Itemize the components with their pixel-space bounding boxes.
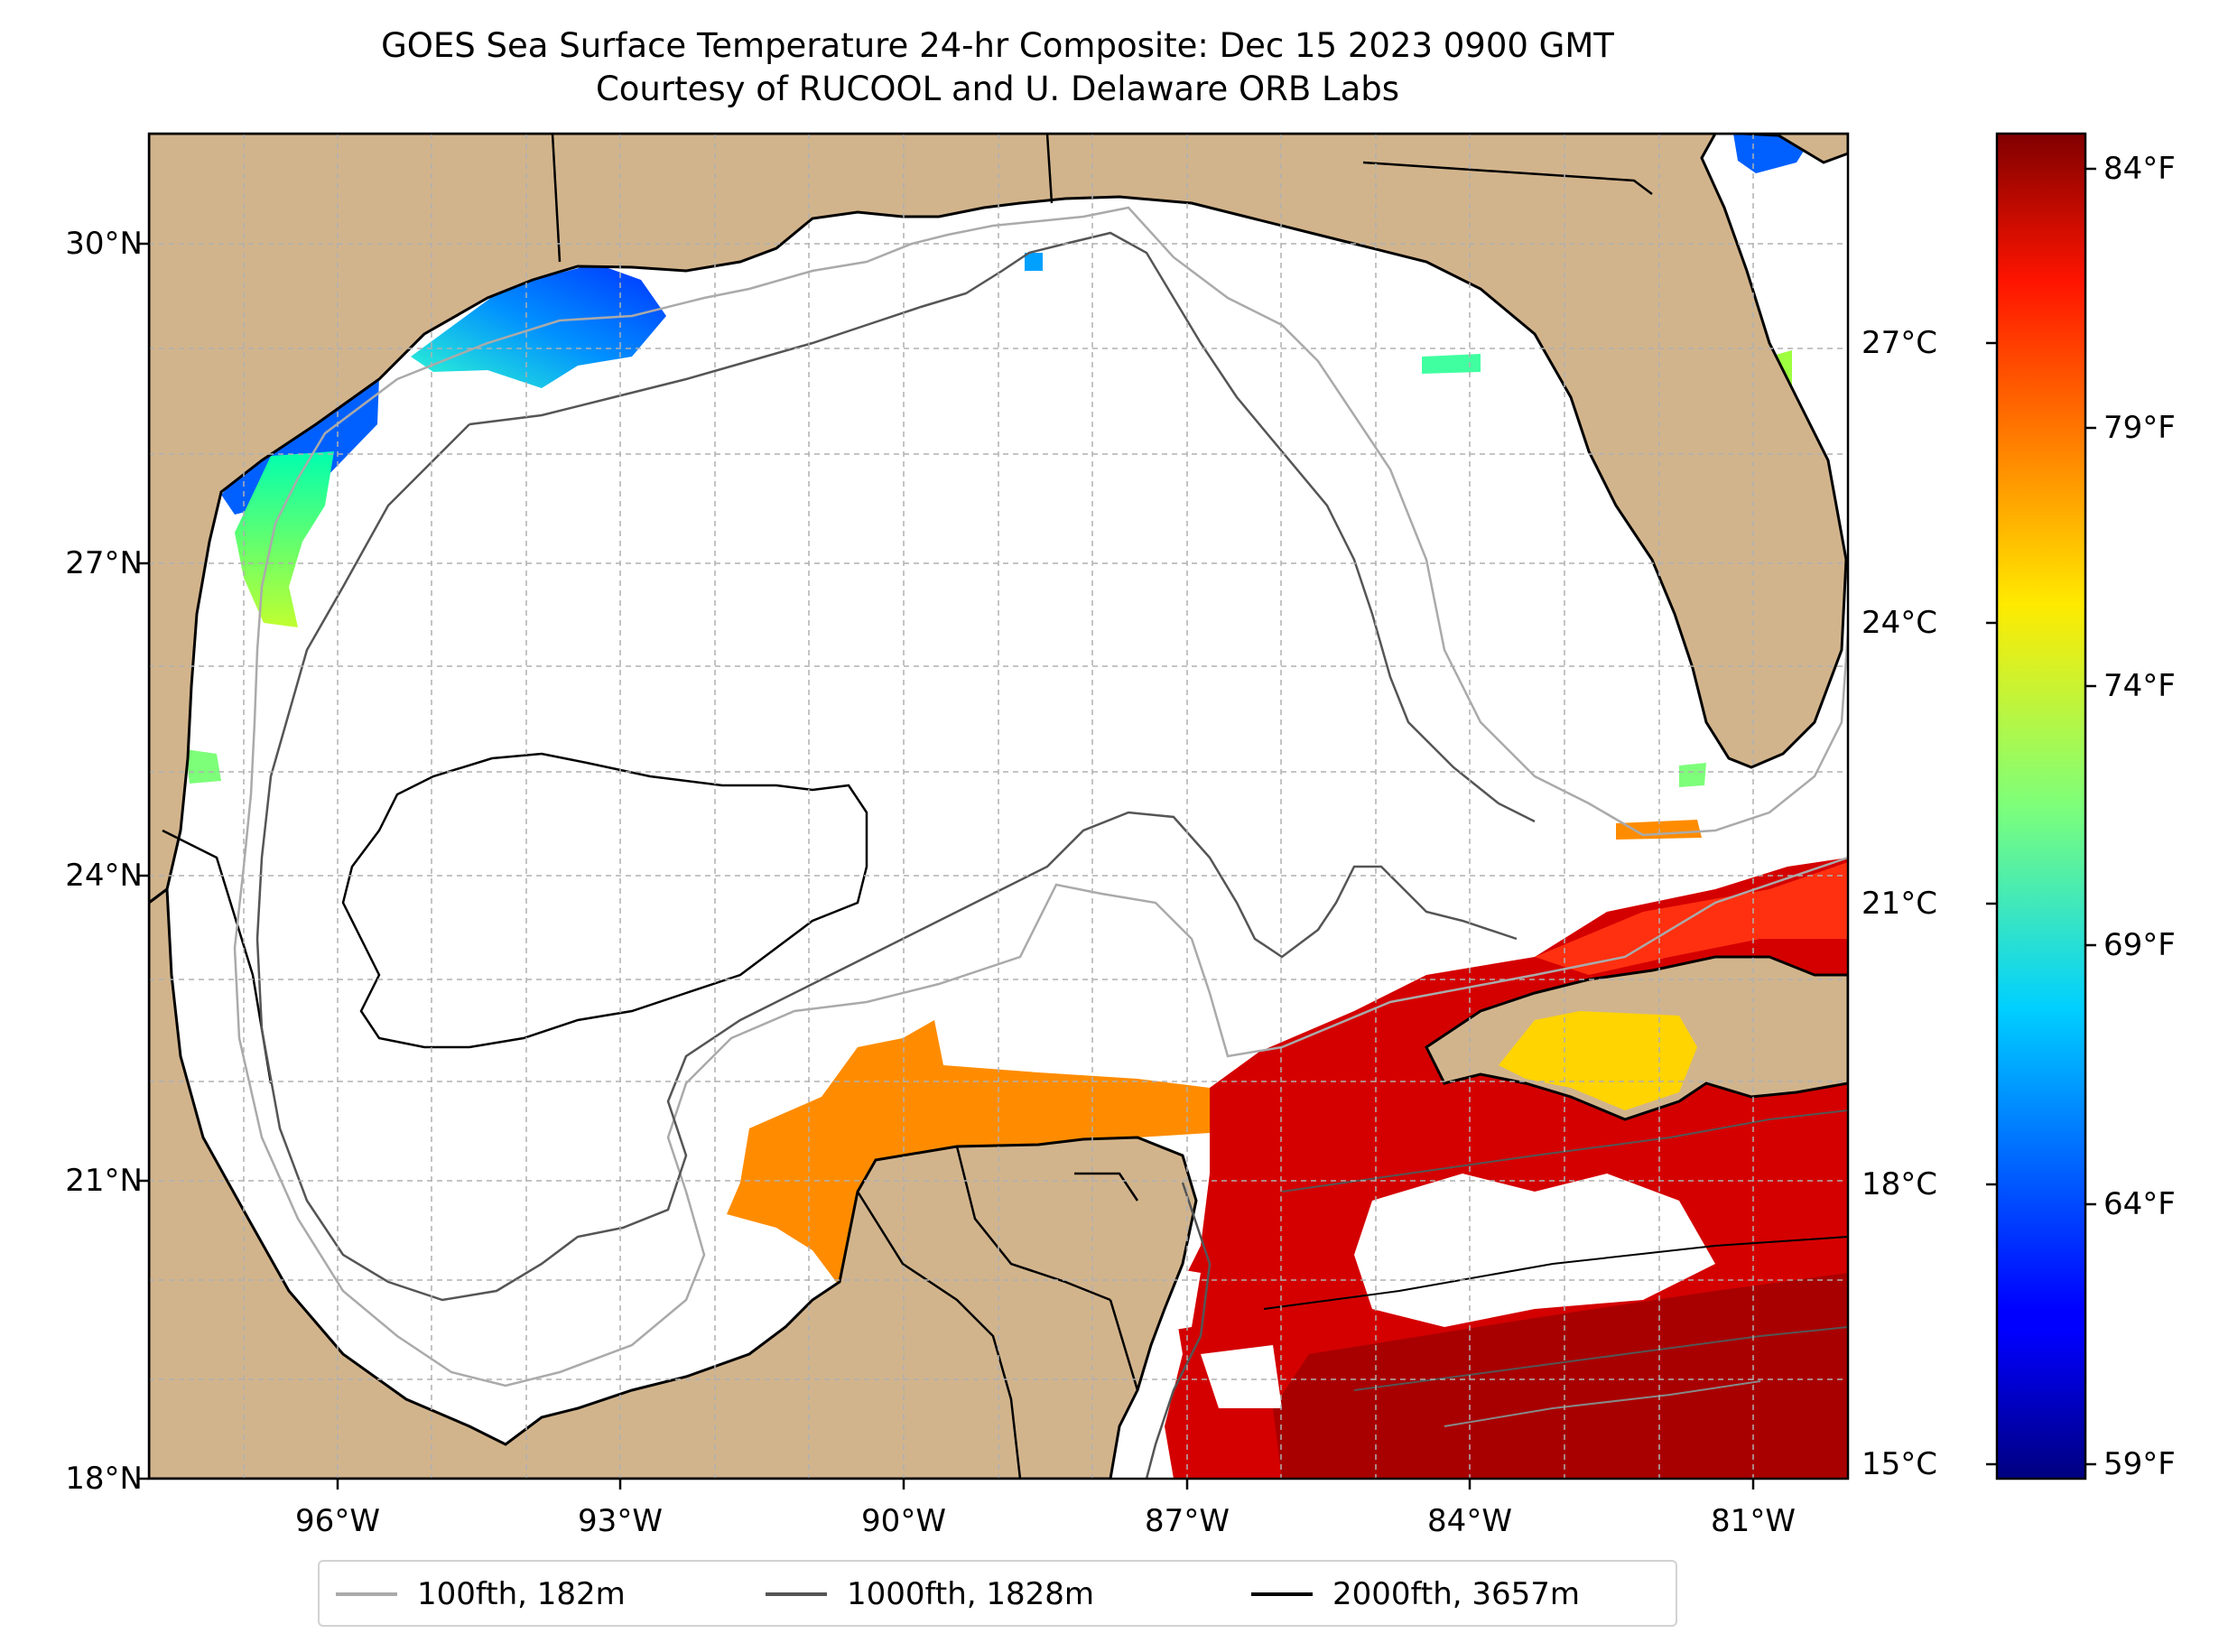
contour-1000fth	[255, 231, 1536, 1302]
cb-label-84f: 84°F	[2103, 151, 2176, 187]
lon-label-96w: 96°W	[295, 1503, 380, 1539]
cb-label-64f: 64°F	[2103, 1186, 2176, 1222]
bathymetry	[233, 206, 1848, 1479]
legend-item-1000fth: 1000fth, 1828m	[766, 1574, 1094, 1614]
legend-label-100fth: 100fth, 182m	[417, 1576, 626, 1612]
cb-label-74f: 74°F	[2103, 668, 2176, 704]
colorbar-ticks-fahrenheit	[2085, 167, 2096, 1466]
sst-caribbean-deep	[1273, 1273, 1848, 1479]
legend-label-2000fth: 2000fth, 3657m	[1332, 1576, 1581, 1612]
colorbar	[1995, 132, 2087, 1480]
legend-item-2000fth: 2000fth, 3657m	[1251, 1574, 1580, 1614]
sst-cuba-north	[1535, 862, 1848, 975]
gridlines	[149, 134, 1848, 1479]
sst-yucatan-north-shelf	[727, 1020, 1210, 1286]
colorbar-ticks-celsius	[1986, 341, 1997, 1466]
lat-label-24n: 24°N	[65, 858, 143, 894]
sst-caribbean-cloudgap3	[1201, 1345, 1282, 1408]
legend-label-1000fth: 1000fth, 1828m	[847, 1576, 1095, 1612]
cb-label-27c: 27°C	[1862, 325, 1938, 361]
lat-label-27n: 27°N	[65, 545, 143, 581]
sst-caribbean-cloudgap	[1354, 1174, 1715, 1327]
lat-label-21n: 21°N	[65, 1163, 143, 1199]
lat-label-18n: 18°N	[65, 1461, 143, 1497]
land-cuba-yellow-gap	[1499, 1011, 1697, 1110]
chart-title: GOES Sea Surface Temperature 24-hr Compo…	[381, 26, 1614, 65]
land-us-gulf-coast	[149, 134, 1848, 905]
legend: 100fth, 182m 1000fth, 1828m 2000fth, 365…	[318, 1560, 1677, 1627]
cb-label-59f: 59°F	[2103, 1446, 2176, 1482]
sst-nw-small	[1422, 354, 1481, 374]
legend-line-2000fth	[1251, 1592, 1313, 1596]
lon-label-93w: 93°W	[578, 1503, 663, 1539]
lat-tick-marks	[138, 242, 149, 1480]
lon-label-90w: 90°W	[861, 1503, 946, 1539]
cb-label-69f: 69°F	[2103, 927, 2176, 963]
lon-label-84w: 84°W	[1427, 1503, 1512, 1539]
borders	[162, 134, 1653, 1479]
chart-subtitle: Courtesy of RUCOOL and U. Delaware ORB L…	[595, 70, 1400, 108]
cb-label-15c: 15°C	[1862, 1446, 1938, 1482]
legend-item-100fth: 100fth, 182m	[336, 1574, 626, 1614]
lon-label-81w: 81°W	[1711, 1503, 1796, 1539]
legend-line-1000fth	[766, 1592, 827, 1596]
map-frame	[147, 132, 1850, 1480]
cb-label-79f: 79°F	[2103, 410, 2176, 446]
sst-tx-border	[185, 749, 221, 784]
sst-florida-bay	[1679, 763, 1706, 787]
lon-tick-marks	[336, 1479, 1755, 1490]
sst-south-texas-shelf	[235, 451, 334, 627]
land	[149, 134, 1848, 1479]
legend-line-100fth	[336, 1592, 397, 1596]
sst-texas-louisiana-shelf	[411, 264, 666, 388]
lon-label-87w: 87°W	[1145, 1503, 1230, 1539]
land-mexico	[149, 886, 1198, 1479]
cb-label-18c: 18°C	[1862, 1166, 1938, 1202]
sst-big-bend	[1025, 253, 1043, 271]
cb-label-24c: 24°C	[1862, 605, 1938, 641]
contour-2000fth	[341, 752, 868, 1049]
lat-label-30n: 30°N	[65, 226, 143, 262]
cb-label-21c: 21°C	[1862, 886, 1938, 922]
contour-100fth	[233, 206, 1848, 1387]
